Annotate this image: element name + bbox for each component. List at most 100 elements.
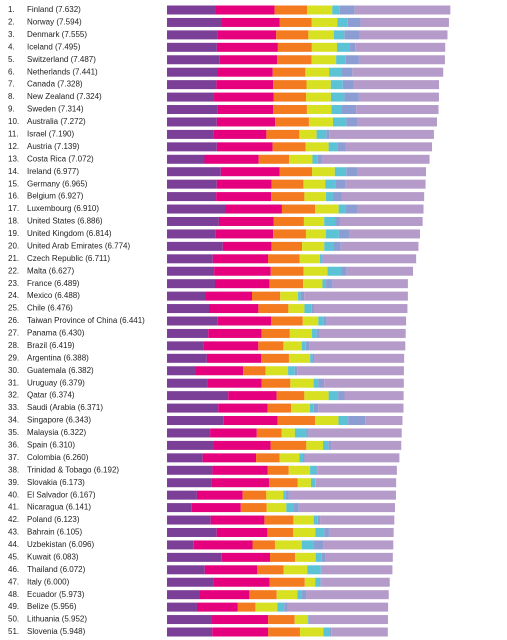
bar-segment [311,55,337,65]
bar-segment [348,229,420,239]
bar-segment [312,167,335,177]
bar-segment [306,92,331,102]
bar-segment [208,328,262,338]
rank-label: 36. [8,441,19,450]
bar-segment [321,552,326,562]
bar-segment [324,241,334,251]
bar-segment [204,154,259,164]
rank-label: 41. [8,503,19,512]
bar-segment [191,503,241,513]
bar-segment [299,453,304,463]
bar-segment [310,478,316,488]
bar-segment [225,204,282,214]
bar-segment [216,117,276,127]
bar-segment [326,316,407,326]
country-label: El Salvador (6.167) [27,490,96,499]
rank-label: 12. [8,142,19,151]
country-label: Italy (6.000) [27,577,70,586]
bar-segment [299,254,320,264]
bar-segment [210,515,265,525]
country-label: Chile (6.476) [27,304,73,313]
bar-segment [341,266,347,276]
country-label: Ecuador (5.973) [27,590,85,599]
bar-segment [312,353,315,363]
rank-label: 42. [8,515,19,524]
bar-segment [284,602,288,612]
bar-segment [314,353,405,363]
bar-segment [261,378,291,388]
country-label: New Zealand (7.324) [27,92,102,101]
rank-label: 47. [8,577,19,586]
bar-segment [216,179,272,189]
bar-segment [215,229,274,239]
bar-segment [301,590,307,600]
bar-segment [315,478,397,488]
rank-label: 2. [8,18,15,27]
bar-segment [167,129,214,139]
country-label: Lithuania (5.952) [27,615,87,624]
country-label: Kuwait (6.083) [27,552,79,561]
bar-segment [348,416,366,426]
bar-segment [273,216,304,226]
bar-segment [317,465,397,475]
bar-segment [299,129,317,139]
bar-segment [269,279,304,289]
country-label: Saudi (Arabia (6.371) [27,403,103,412]
bar-segment [305,142,329,152]
rank-label: 35. [8,428,19,437]
bar-segment [326,279,333,289]
bar-segment [318,328,406,338]
bar-segment [318,378,325,388]
bar-segment [273,229,306,239]
bar-segment [358,55,445,65]
bar-segment [277,416,316,426]
bar-segment [341,67,353,77]
rank-label: 6. [8,67,15,76]
bar-segment [167,577,214,587]
country-label: Ireland (6.977) [27,167,79,176]
bar-segment [318,316,324,326]
bar-segment [306,80,331,90]
rank-label: 8. [8,92,15,101]
bar-segment [312,328,317,338]
bar-segment [301,341,306,351]
bar-segment [277,55,312,65]
bar-segment [167,378,208,388]
bar-segment [325,179,336,189]
bar-segment [322,279,327,289]
bar-segment [325,229,339,239]
bar-segment [304,453,400,463]
country-label: Germany (6.965) [27,179,88,188]
bar-segment [331,105,342,115]
bar-segment [320,515,395,525]
rank-label: 25. [8,304,19,313]
bar-segment [324,378,404,388]
bar-segment [290,378,314,388]
bar-segment [216,80,274,90]
bar-segment [330,80,343,90]
rank-label: 11. [8,130,19,139]
country-label: Israel (7.190) [27,130,74,139]
bar-segment [288,304,305,314]
bar-segment [310,353,313,363]
bar-segment [313,403,319,413]
bar-segment [306,428,309,438]
bar-segment [207,378,262,388]
bar-segment [306,590,389,600]
bar-segment [167,403,219,413]
bar-segment [167,142,217,152]
bar-segment [167,67,218,77]
bar-segment [288,154,313,164]
country-label: Trinidad & Tobago (6.192) [27,465,119,474]
bar-segment [345,142,433,152]
country-label: Belize (5.956) [27,602,77,611]
rank-label: 20. [8,241,19,250]
bar-segment [167,627,213,637]
rank-label: 46. [8,565,19,574]
bar-segment [167,204,226,214]
bar-segment [266,490,284,500]
bar-segment [315,527,325,537]
bar-segment [344,30,360,40]
bar-segment [167,216,219,226]
country-label: Poland (6.123) [27,515,80,524]
